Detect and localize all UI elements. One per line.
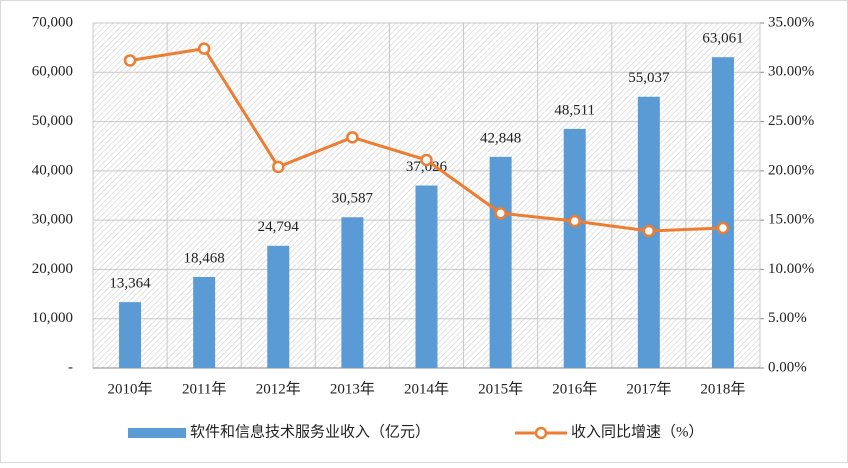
- line-point: [197, 42, 211, 55]
- x-tick-label: 2014年: [404, 380, 449, 397]
- bar-value-label: 37,026: [406, 159, 448, 175]
- bar-value-label: 63,061: [702, 31, 743, 47]
- x-tick-label: 2011年: [182, 380, 226, 397]
- y2-tick-label: 35.00%: [768, 14, 814, 30]
- x-tick-label: 2018年: [700, 380, 745, 397]
- y-tick-label: 40,000: [32, 162, 73, 178]
- bar-value-label: 30,587: [332, 191, 374, 207]
- legend-label: 收入同比增速（%）: [571, 423, 704, 440]
- line-point: [346, 131, 359, 144]
- y2-tick-label: 20.00%: [768, 162, 814, 178]
- bar: [267, 245, 290, 368]
- bar: [415, 185, 438, 368]
- y-tick-label: 70,000: [32, 14, 73, 30]
- y2-tick-label: 30.00%: [768, 64, 814, 80]
- x-tick-label: 2017年: [626, 380, 671, 397]
- line-point: [420, 153, 433, 167]
- x-tick-label: 2015年: [478, 380, 523, 397]
- y2-tick-label: 10.00%: [768, 261, 814, 277]
- bar: [341, 217, 364, 368]
- legend-label: 软件和信息技术服务业收入（亿元）: [190, 423, 430, 440]
- y-tick-label: 30,000: [32, 212, 73, 228]
- bar-value-label: 48,511: [554, 102, 595, 118]
- bar-value-label: 55,037: [628, 70, 670, 86]
- legend-marker: [534, 426, 548, 440]
- y2-tick-label: 0.00%: [768, 359, 807, 375]
- y2-tick-label: 15.00%: [768, 212, 814, 228]
- y-tick-label: 60,000: [32, 64, 73, 80]
- line-point: [716, 221, 730, 235]
- line-point: [272, 160, 285, 174]
- line-point: [494, 206, 507, 220]
- y2-tick-label: 25.00%: [768, 113, 814, 129]
- bar-value-label: 13,364: [109, 276, 151, 292]
- y-tick-label: 50,000: [32, 113, 73, 129]
- bar: [489, 156, 512, 368]
- y-tick-label: 10,000: [32, 310, 73, 326]
- legend-swatch: [128, 428, 186, 438]
- bar: [563, 128, 586, 368]
- bar-value-label: 42,848: [480, 130, 521, 146]
- y-tick-label: 20,000: [32, 261, 73, 277]
- x-tick-label: 2010年: [108, 380, 153, 397]
- line-point: [568, 214, 581, 228]
- bar: [711, 57, 734, 369]
- x-tick-label: 2016年: [552, 380, 597, 397]
- line-point: [123, 54, 137, 67]
- x-tick-label: 2013年: [330, 380, 375, 397]
- y2-tick-label: 5.00%: [768, 310, 807, 326]
- y-tick-label: -: [68, 359, 73, 375]
- bar-value-label: 18,468: [184, 250, 225, 266]
- bar: [193, 276, 216, 368]
- bar: [119, 302, 142, 368]
- line-point: [642, 224, 656, 238]
- x-tick-label: 2012年: [256, 380, 301, 397]
- bar-value-label: 24,794: [258, 219, 300, 235]
